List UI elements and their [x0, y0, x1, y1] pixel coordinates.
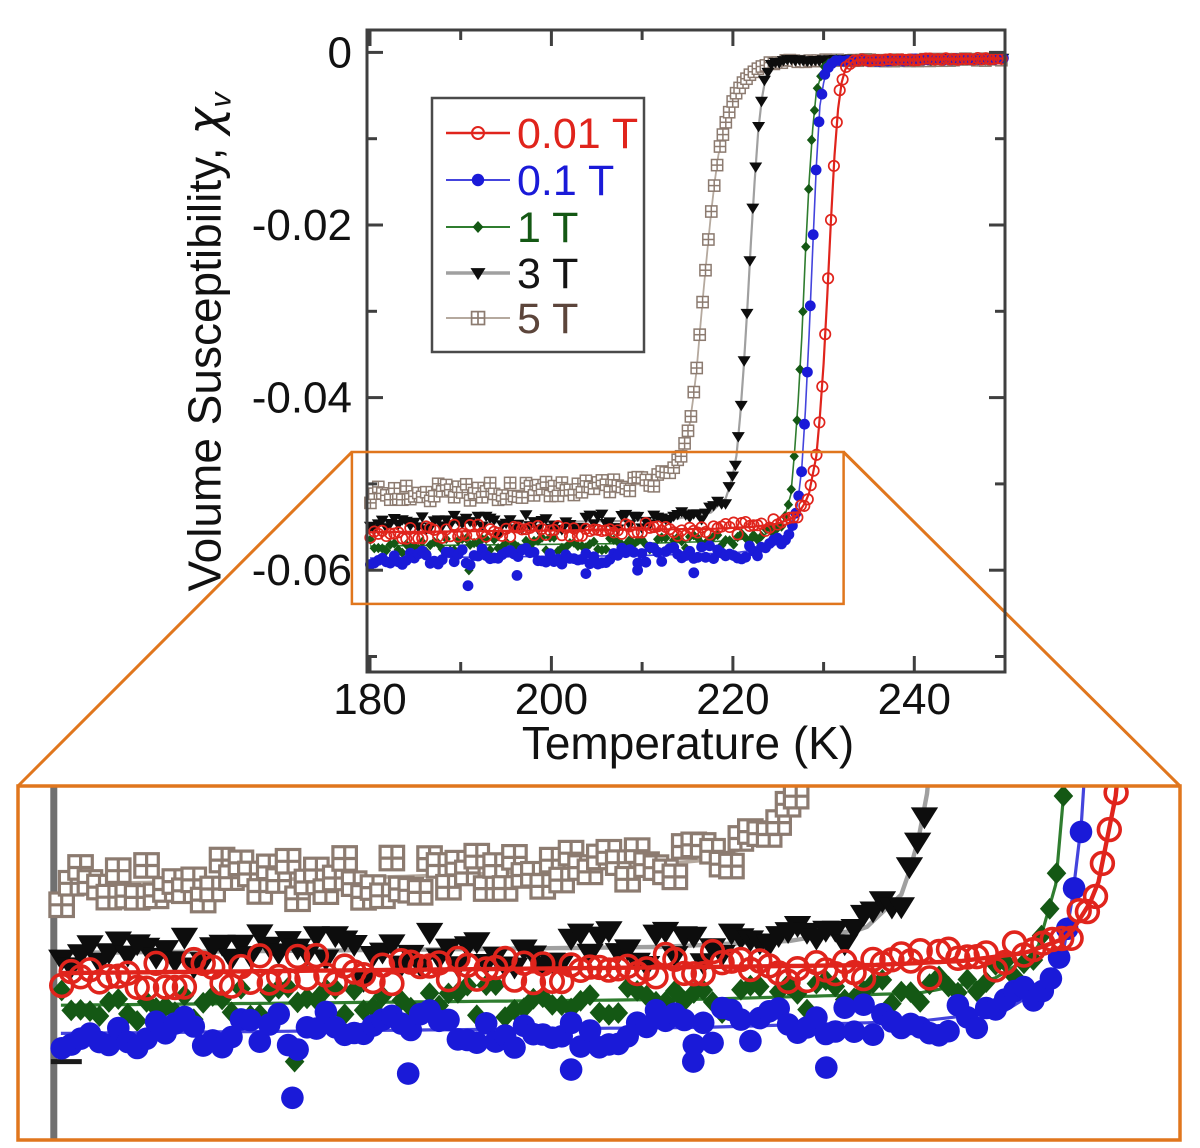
inset-border [16, 784, 1182, 1142]
legend-label-5T: 5 T [517, 295, 578, 343]
series-0.1T-inset [50, 786, 1093, 1110]
legend: 0.01 T0.1 T1 T3 T5 T [430, 96, 646, 354]
svg-text:200: 200 [515, 675, 588, 724]
y-axis-label: Volume Susceptibility, χv [177, 92, 238, 591]
legend-label-0.01T: 0.01 T [517, 110, 638, 158]
main-plot-series [363, 51, 1010, 592]
series-0.01T-main [364, 51, 1008, 545]
legend-entry-3T: 3 T [446, 250, 578, 298]
connector-lines [16, 450, 1182, 788]
legend-box [430, 96, 646, 354]
svg-text:0: 0 [328, 28, 352, 77]
svg-text:240: 240 [878, 675, 951, 724]
inset-plot [16, 784, 1182, 1142]
x-axis-label: Temperature (K) [521, 717, 855, 769]
x-tick-labels: 180 200 220 240 [333, 675, 951, 724]
svg-text:-0.02: -0.02 [252, 201, 352, 250]
chi-subscript: v [204, 92, 238, 108]
y-tick-labels: 0 -0.02 -0.04 -0.06 [252, 28, 352, 595]
legend-entry-1T: 1 T [446, 204, 578, 252]
zoom-region-rectangle [350, 450, 845, 606]
legend-entry-0.1T: 0.1 T [446, 157, 614, 205]
main-plot-axes [365, 28, 1007, 674]
svg-text:220: 220 [696, 675, 769, 724]
y-axis-label-text: Volume Susceptibility, [178, 134, 231, 592]
series-5T-inset [48, 786, 810, 919]
series-0.01T-inset [49, 786, 1129, 1001]
svg-text:-0.04: -0.04 [252, 374, 352, 423]
legend-entry-5T: 5 T [446, 295, 578, 343]
svg-text:-0.06: -0.06 [252, 546, 352, 595]
legend-label-1T: 1 T [517, 204, 578, 252]
legend-label-0.1T: 0.1 T [517, 157, 614, 205]
chi-symbol: χ [177, 107, 232, 135]
legend-label-3T: 3 T [517, 250, 578, 298]
legend-entry-0.01T: 0.01 T [446, 110, 638, 158]
inset-content [48, 786, 1129, 1140]
svg-text:180: 180 [333, 675, 406, 724]
